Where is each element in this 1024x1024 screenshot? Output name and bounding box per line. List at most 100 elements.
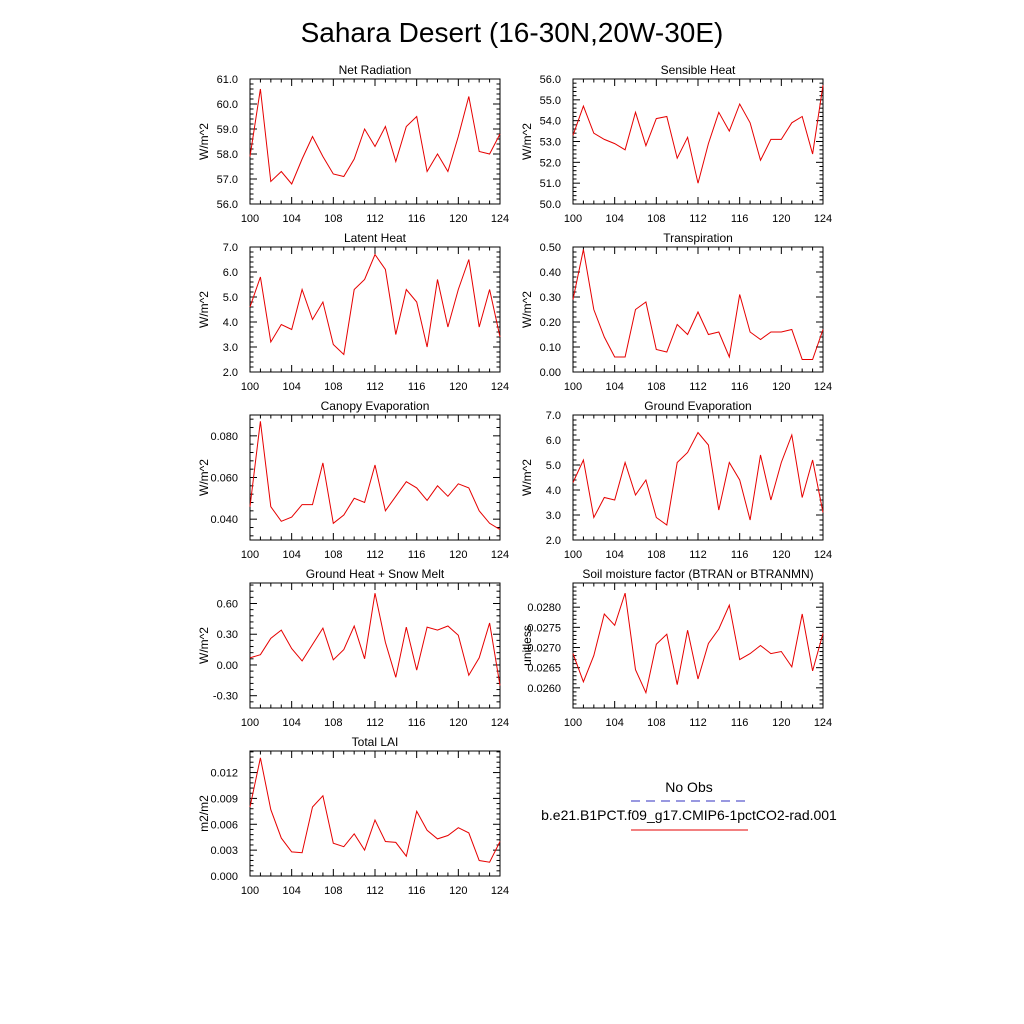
y-tick-label: 57.0 — [217, 174, 238, 186]
y-tick-label: 2.0 — [546, 535, 561, 547]
panels: Net Radiation W/m^2 100 104 108 112 116 120 124 5… — [197, 63, 832, 897]
y-tick-label: 56.0 — [217, 199, 238, 211]
plot-frame — [572, 246, 824, 373]
figure-title: Sahara Desert (16-30N,20W-30E) — [301, 17, 724, 48]
x-tick-label: 120 — [449, 549, 467, 561]
x-tick-label: 108 — [647, 717, 665, 729]
y-tick-label: 60.0 — [217, 99, 238, 111]
x-tick-label: 104 — [605, 213, 623, 225]
plot-frame — [249, 246, 501, 373]
y-tick-label: 0.060 — [210, 473, 238, 485]
legend: No Obs b.e21.B1PCT.f09_g17.CMIP6-1pctCO2… — [541, 779, 837, 831]
x-tick-label: 104 — [282, 213, 300, 225]
y-tick-label: 6.0 — [223, 267, 238, 279]
y-tick-label: 2.0 — [223, 367, 238, 379]
x-tick-label: 112 — [689, 381, 707, 393]
panel-title: Latent Heat — [344, 231, 407, 245]
x-tick-label: 100 — [564, 549, 582, 561]
y-tick-label: 7.0 — [546, 410, 561, 422]
plot-frame — [249, 78, 501, 205]
y-axis-label: W/m^2 — [197, 627, 211, 664]
x-tick-label: 100 — [564, 381, 582, 393]
y-tick-label: 0.50 — [540, 242, 561, 254]
y-tick-label: 52.0 — [540, 157, 561, 169]
x-tick-label: 116 — [731, 717, 749, 729]
y-tick-label: -0.30 — [213, 691, 238, 703]
x-tick-label: 100 — [241, 381, 259, 393]
x-tick-label: 108 — [647, 213, 665, 225]
y-tick-label: 0.0275 — [527, 622, 561, 634]
x-tick-label: 100 — [241, 717, 259, 729]
x-tick-label: 124 — [491, 213, 509, 225]
y-tick-label: 0.30 — [540, 292, 561, 304]
y-tick-label: 0.10 — [540, 342, 561, 354]
y-tick-label: 0.30 — [217, 629, 238, 641]
y-tick-label: 0.000 — [210, 871, 238, 883]
x-tick-label: 124 — [814, 213, 832, 225]
x-tick-label: 104 — [282, 549, 300, 561]
panel-title: Ground Evaporation — [644, 399, 751, 413]
series-line — [249, 88, 501, 185]
x-tick-label: 116 — [408, 381, 426, 393]
y-tick-label: 53.0 — [540, 137, 561, 149]
x-tick-label: 100 — [564, 717, 582, 729]
panel-title: Soil moisture factor (BTRAN or BTRANMN) — [582, 567, 813, 581]
x-tick-label: 104 — [605, 381, 623, 393]
x-tick-label: 112 — [366, 213, 384, 225]
y-tick-label: 50.0 — [540, 199, 561, 211]
series-line — [249, 253, 501, 356]
x-tick-label: 108 — [324, 549, 342, 561]
y-tick-label: 3.0 — [546, 510, 561, 522]
y-tick-label: 5.0 — [223, 292, 238, 304]
series-line — [572, 249, 824, 360]
x-tick-label: 124 — [491, 717, 509, 729]
y-tick-label: 0.00 — [217, 660, 238, 672]
x-tick-label: 112 — [366, 549, 384, 561]
y-tick-label: 0.0270 — [527, 643, 561, 655]
x-tick-label: 124 — [814, 381, 832, 393]
x-tick-label: 108 — [324, 213, 342, 225]
panel-title: Total LAI — [352, 735, 399, 749]
x-tick-label: 112 — [366, 381, 384, 393]
x-tick-label: 108 — [647, 381, 665, 393]
x-tick-label: 124 — [491, 549, 509, 561]
y-axis-label: W/m^2 — [520, 123, 534, 160]
panel-9: Total LAI m2/m2 100 104 108 112 116 120 124 0.000… — [197, 735, 509, 897]
y-tick-label: 4.0 — [223, 317, 238, 329]
y-axis-label: W/m^2 — [520, 291, 534, 328]
x-tick-label: 120 — [449, 885, 467, 897]
x-tick-label: 100 — [241, 885, 259, 897]
series-line — [572, 85, 824, 184]
x-tick-label: 124 — [491, 885, 509, 897]
y-tick-label: 0.012 — [210, 768, 238, 780]
y-tick-label: 0.40 — [540, 267, 561, 279]
x-tick-label: 100 — [241, 213, 259, 225]
panel-title: Net Radiation — [339, 63, 412, 77]
plot-frame — [249, 750, 501, 877]
x-tick-label: 116 — [408, 213, 426, 225]
y-tick-label: 0.20 — [540, 317, 561, 329]
y-axis-label: W/m^2 — [197, 459, 211, 496]
y-tick-label: 0.00 — [540, 367, 561, 379]
x-tick-label: 116 — [408, 549, 426, 561]
y-tick-label: 6.0 — [546, 435, 561, 447]
y-tick-label: 0.040 — [210, 514, 238, 526]
series-line — [249, 757, 501, 863]
y-axis-label: W/m^2 — [197, 123, 211, 160]
panel-6: Ground Evaporation W/m^2 100 104 108 112 116 12… — [520, 399, 832, 561]
x-tick-label: 116 — [408, 717, 426, 729]
y-axis-label: W/m^2 — [520, 459, 534, 496]
y-tick-label: 4.0 — [546, 485, 561, 497]
x-tick-label: 104 — [282, 717, 300, 729]
y-tick-label: 0.080 — [210, 431, 238, 443]
plot-frame — [249, 582, 501, 709]
y-tick-label: 0.0260 — [527, 683, 561, 695]
panel-title: Ground Heat + Snow Melt — [306, 567, 445, 581]
y-tick-label: 58.0 — [217, 149, 238, 161]
x-tick-label: 120 — [772, 381, 790, 393]
y-axis-label: W/m^2 — [197, 291, 211, 328]
x-tick-label: 124 — [491, 381, 509, 393]
panel-3: Latent Heat W/m^2 100 104 108 112 116 120 124 2.0… — [197, 231, 509, 393]
x-tick-label: 108 — [324, 381, 342, 393]
x-tick-label: 112 — [366, 885, 384, 897]
